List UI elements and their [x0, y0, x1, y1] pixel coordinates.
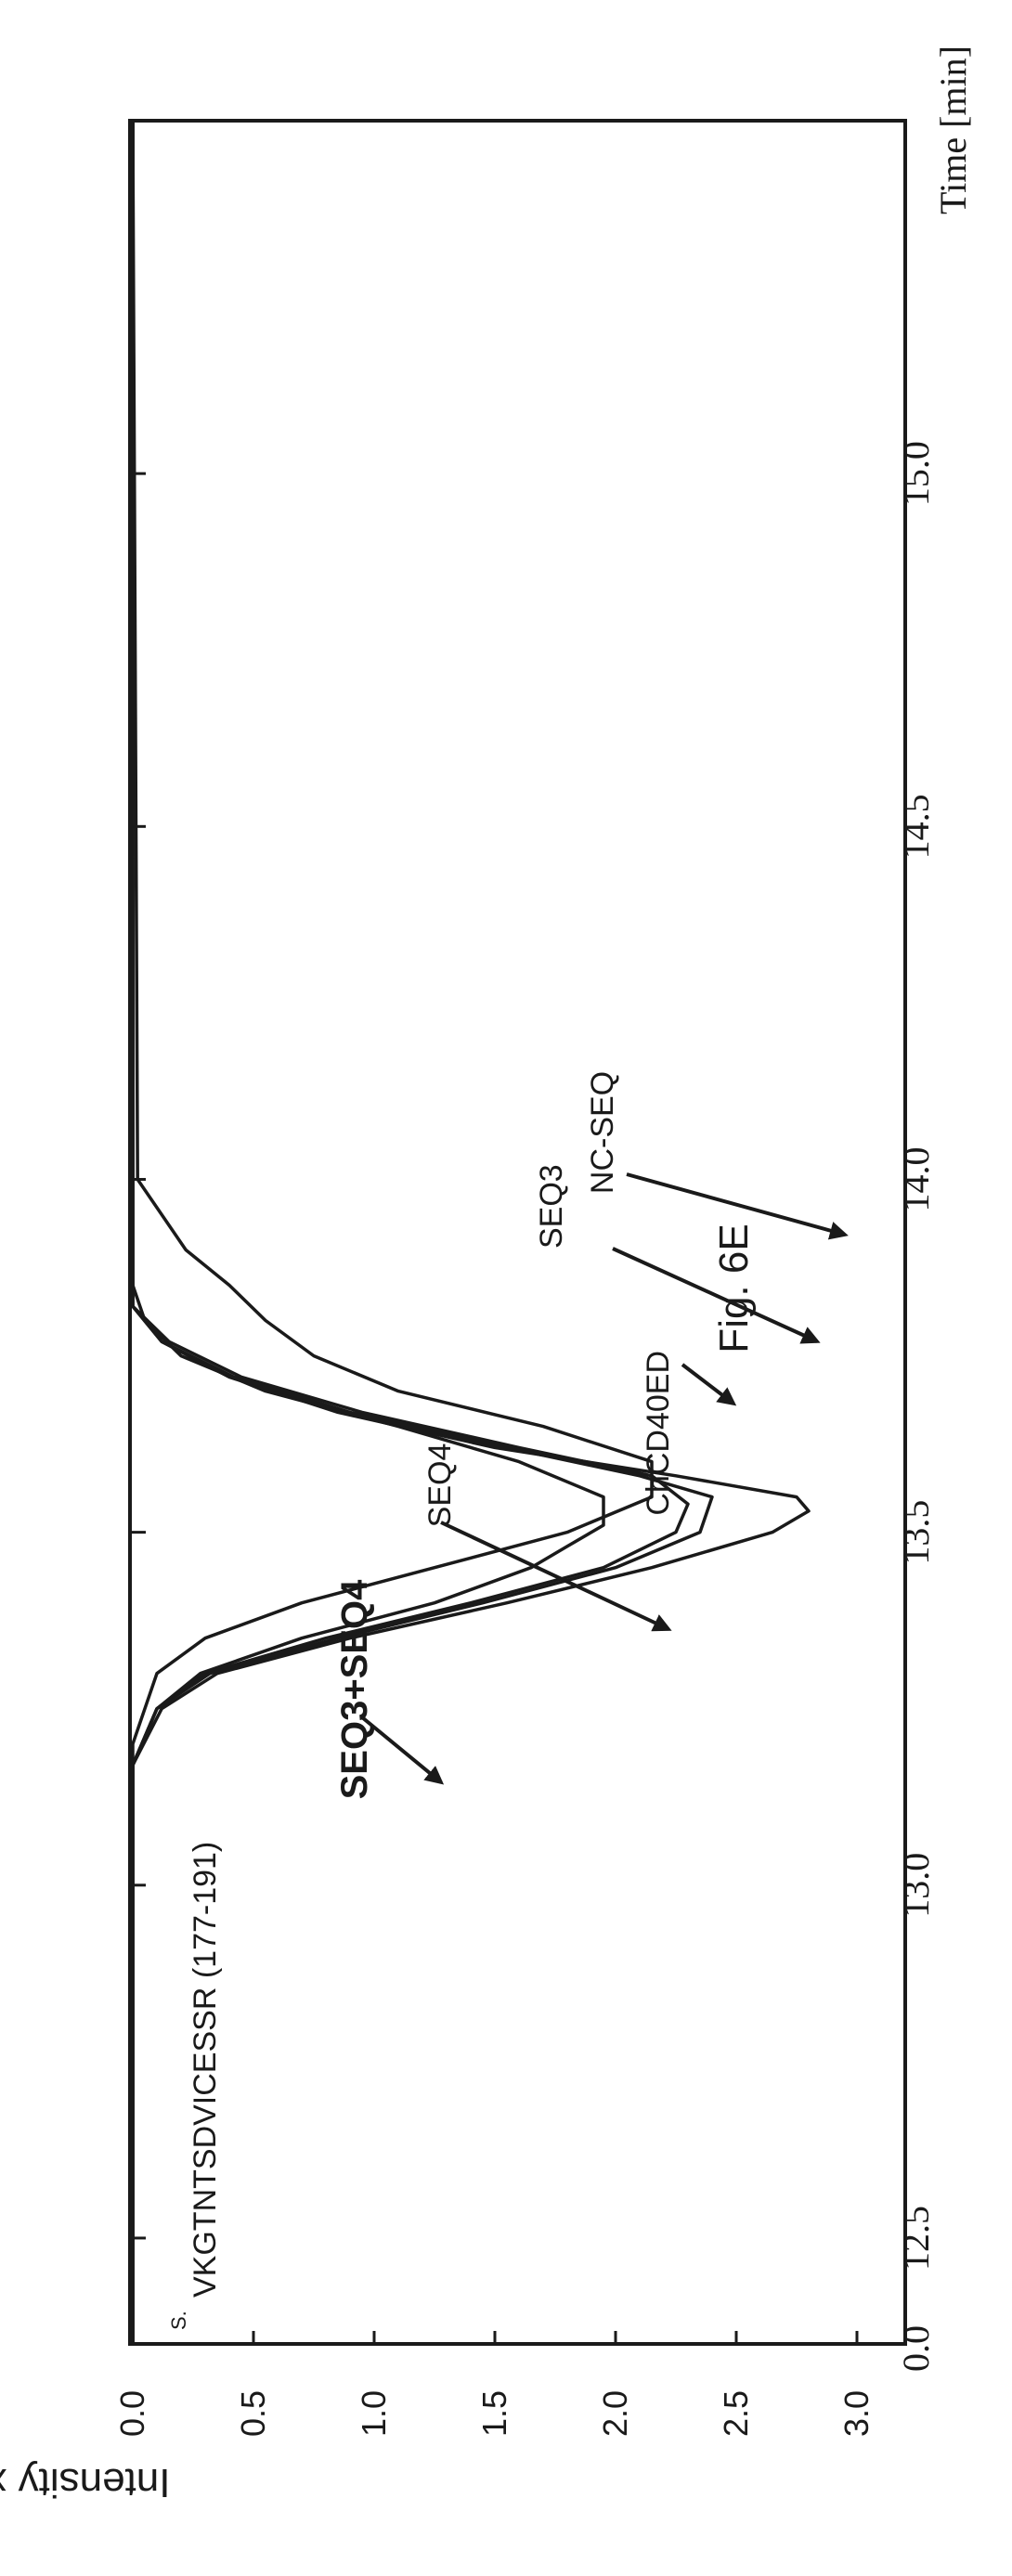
annotation-label: SEQ3	[534, 1164, 569, 1249]
annotation-label: SEQ4	[422, 1443, 458, 1528]
chart-title: VKGTNTSDVICESSR (177-191)	[188, 1842, 223, 2298]
y-tick-label: 1.5	[475, 2390, 513, 2437]
annotation-label: ChCD40ED	[641, 1351, 676, 1516]
y-tick-label: 1.0	[355, 2390, 393, 2437]
panel-mark: S.	[167, 2311, 190, 2330]
x-tick-label: 14.5	[895, 794, 937, 859]
x-tick-label: 13.5	[895, 1500, 937, 1565]
series-lines	[131, 119, 811, 2346]
x-tick-label: 14.0	[895, 1146, 937, 1211]
axis-ticks: 12.5 13.0 13.5 14.0 14.5 15.0 0.0 0.0 0.5 1.0 1.5 2…	[113, 441, 937, 2437]
y-axis-title: Intensity x10	[0, 2460, 171, 2505]
x-axis-title: Time [min]	[932, 45, 974, 214]
series-line-nc-seq	[131, 119, 654, 2346]
annotation-arrow	[440, 1521, 672, 1632]
annotation-arrow	[681, 1363, 737, 1406]
y-tick-label: 2.5	[717, 2390, 755, 2437]
x-tick-label: 13.0	[895, 1853, 937, 1918]
x-tick-label: 12.5	[895, 2206, 937, 2271]
y-tick-label: 2.0	[596, 2390, 634, 2437]
x-origin-label: 0.0	[895, 2325, 937, 2372]
annotation-label: SEQ3+SEQ4	[334, 1579, 375, 1800]
series-line-seq3-seq4	[131, 119, 714, 2346]
figure-label: Fig. 6E	[711, 1223, 757, 1353]
annotation-arrow	[626, 1172, 849, 1240]
series-annotations: ChCD40ED SEQ3 SEQ4 SEQ3+SEQ4 NC-SEQ	[334, 1071, 849, 1800]
annotation-label: NC-SEQ	[585, 1071, 620, 1194]
annotation-arrow	[612, 1247, 821, 1344]
annotation-arrow	[360, 1715, 445, 1785]
plot-frame	[128, 119, 907, 2346]
x-tick-label: 15.0	[895, 441, 937, 506]
y-tick-label: 0.5	[234, 2390, 272, 2437]
y-tick-label: 0.0	[113, 2390, 151, 2437]
y-tick-label: 3.0	[837, 2390, 876, 2437]
